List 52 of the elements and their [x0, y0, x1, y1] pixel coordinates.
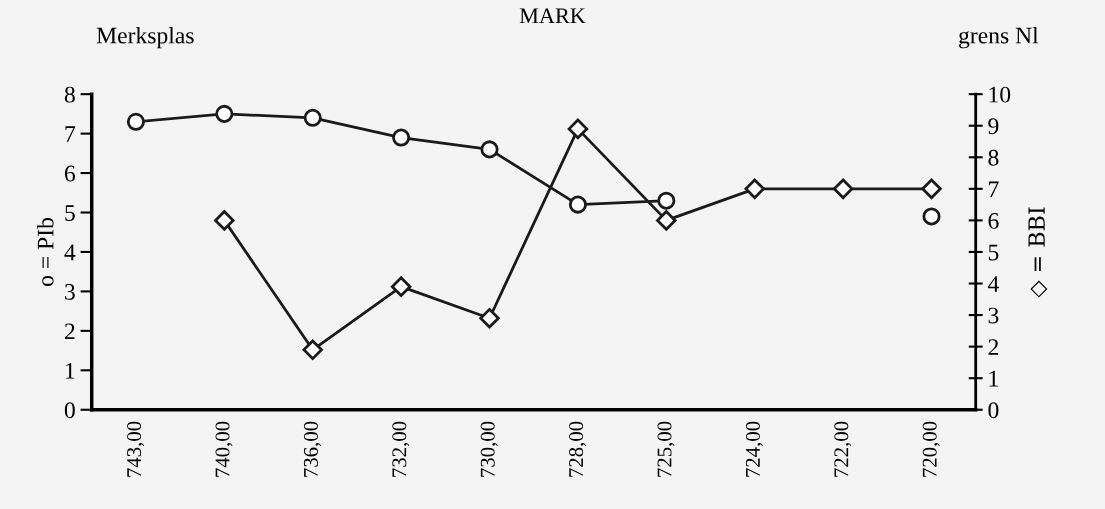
chart-title: MARK [519, 8, 586, 24]
point [656, 210, 677, 231]
y2-tick-label: 9 [988, 118, 999, 135]
point [214, 210, 235, 231]
y2-tick-label: 3 [988, 307, 999, 324]
y2-tick-label: 5 [988, 244, 999, 261]
x-tick-label: 728,00 [569, 421, 587, 477]
x-tick-label: 724,00 [745, 421, 763, 477]
point [126, 112, 145, 131]
text: Merksplas [96, 26, 194, 49]
y-tick-label: 6 [64, 165, 76, 182]
point [832, 178, 854, 200]
y2-tick-label: 2 [988, 339, 999, 355]
point [303, 108, 322, 127]
y2-tick-label: 4 [987, 276, 999, 292]
x-tick-label: 720,00 [922, 421, 940, 477]
x-tick-label: 732,00 [392, 421, 410, 477]
y2-tick-label: 6 [988, 212, 999, 229]
x-tick-label: 725,00 [657, 421, 675, 477]
y2-tick-label: 7 [989, 181, 999, 198]
y-tick-label: 2 [64, 323, 75, 340]
point [567, 118, 589, 140]
point [479, 308, 500, 329]
x-tick-label: 722,00 [834, 421, 852, 477]
y-tick-label: 0 [64, 402, 75, 419]
point [744, 178, 765, 200]
x-tick-label: 730,00 [480, 421, 498, 477]
y2-tick-label: 10 [989, 86, 1011, 103]
y-tick-label: 1 [66, 362, 75, 379]
y-tick-label: 8 [64, 86, 75, 103]
point [921, 178, 942, 200]
y-tick-label: 7 [65, 126, 76, 142]
point [390, 276, 412, 297]
y-tick-label: 5 [65, 205, 75, 221]
x-tick-label: 736,00 [303, 421, 321, 477]
y2-tick-label: 0 [988, 402, 999, 419]
point [568, 195, 587, 214]
point [392, 128, 411, 147]
point [215, 104, 234, 123]
point [657, 191, 676, 210]
x-tick-label: 743,00 [127, 421, 145, 477]
y-tick-label: 4 [64, 244, 76, 261]
y2-axis-title: ◇ = BBI [1028, 207, 1048, 298]
x-tick-label: 740,00 [215, 421, 233, 477]
point [302, 339, 323, 361]
text: grens Nl [959, 26, 1039, 49]
point [480, 140, 499, 159]
point [922, 207, 941, 226]
y2-tick-label: 1 [989, 370, 998, 387]
y-tick-label: 3 [65, 283, 75, 300]
y-axis-title: o = PIb [36, 217, 54, 286]
y2-tick-label: 8 [988, 149, 999, 166]
